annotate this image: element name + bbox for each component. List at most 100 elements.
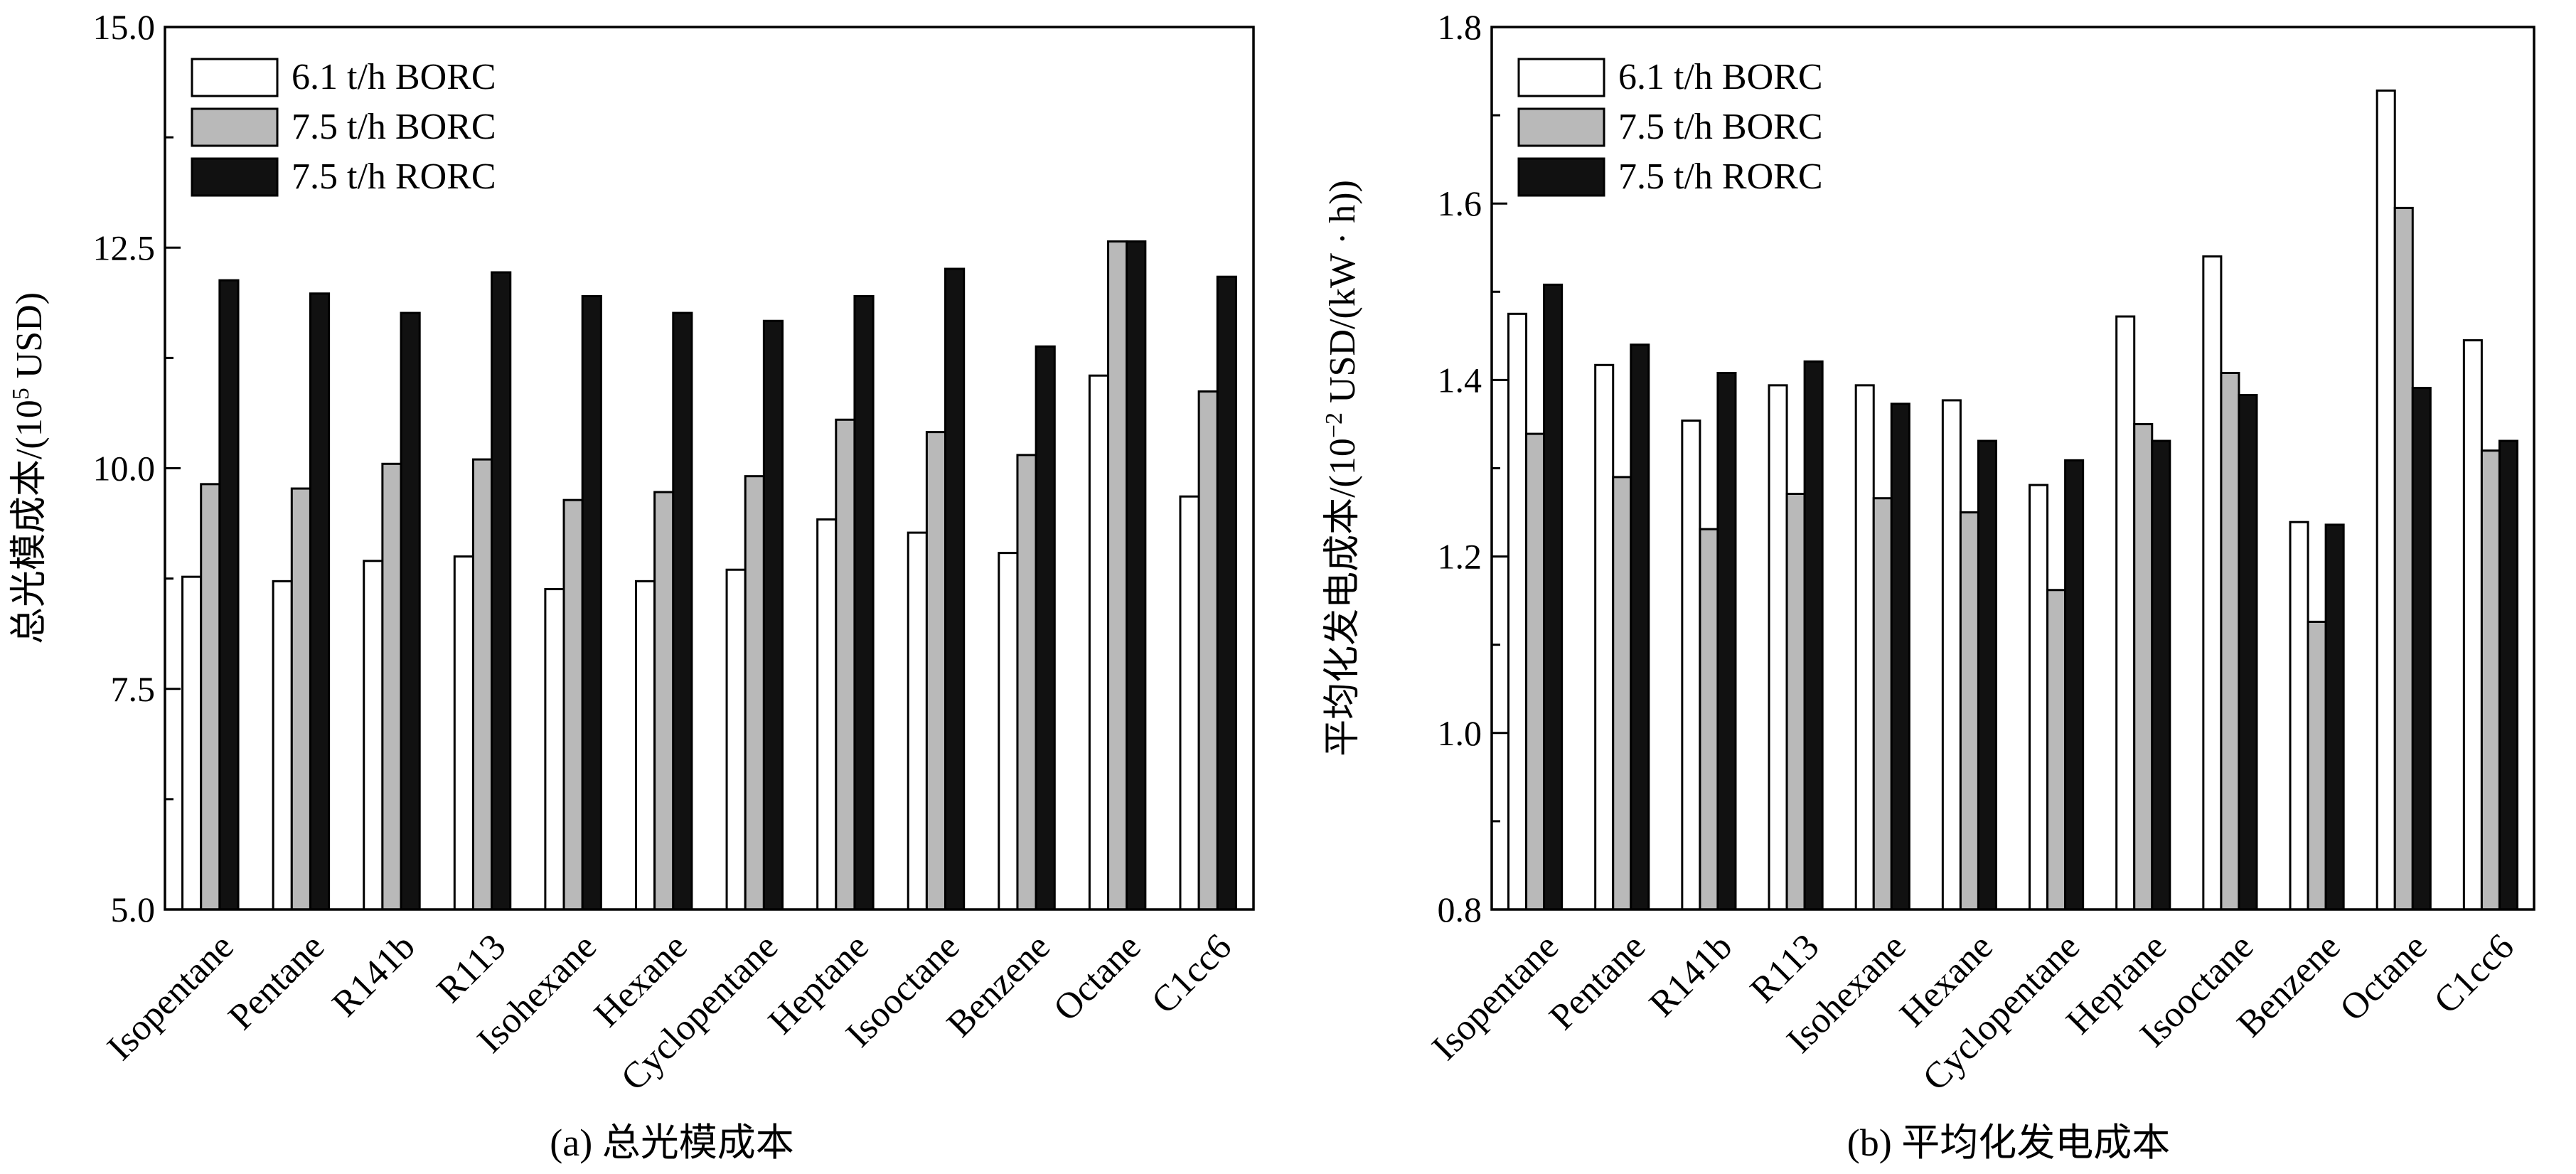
legend-swatch-2 — [191, 107, 279, 147]
x-category-label: Pentane — [1541, 927, 1653, 1038]
y-tick-label: 1.2 — [1438, 537, 1482, 577]
bar-pentane-series-3 — [1630, 343, 1650, 911]
bar-r113-series-2 — [1785, 492, 1806, 911]
bar-isooctane-series-1 — [2202, 255, 2223, 911]
bar-isooctane-series-2 — [925, 431, 947, 911]
y-tick-labels: 5.0 7.5 10.0 12.5 15.0 — [93, 7, 156, 929]
bar-benzene-series-2 — [2307, 620, 2327, 911]
bar-heptane-series-2 — [2133, 422, 2154, 911]
bars-group — [181, 240, 1237, 911]
bar-r141b-series-2 — [1699, 528, 1719, 911]
bar-cyclopentane-series-1 — [725, 568, 747, 911]
y-ticks — [165, 26, 181, 911]
bar-r113-series-2 — [471, 458, 493, 911]
y-axis-label: 平均化发电成本/(10−2 USD/(kW · h)) — [1321, 180, 1364, 757]
y-tick-label: 1.0 — [1438, 713, 1482, 753]
bar-octane-series-1 — [1088, 374, 1110, 911]
legend-label-1: 6.1 t/h BORC — [292, 57, 496, 97]
bar-hexane-series-1 — [1941, 399, 1962, 911]
legend-label-2: 7.5 t/h BORC — [292, 107, 496, 147]
y-ticks — [1492, 26, 1507, 911]
bar-r113-series-1 — [453, 555, 474, 911]
bar-r141b-series-3 — [400, 311, 421, 911]
bar-heptane-series-1 — [2115, 315, 2136, 911]
bar-hexane-series-2 — [1959, 511, 1979, 911]
x-category-label: R113 — [429, 927, 514, 1011]
bar-isohexane-series-3 — [1890, 402, 1910, 911]
bar-cyclopentane-series-2 — [744, 475, 765, 911]
x-category-label: Isopentane — [1424, 927, 1566, 1069]
bar-isooctane-series-3 — [944, 267, 966, 911]
bar-octane-series-2 — [1107, 240, 1128, 911]
bar-benzene-series-3 — [2324, 523, 2345, 911]
y-tick-label: 0.8 — [1438, 890, 1482, 929]
bar-pentane-series-2 — [1612, 476, 1632, 911]
bar-c1cc6-series-2 — [1197, 390, 1219, 911]
bar-r113-series-3 — [1803, 360, 1824, 911]
legend-swatch-3 — [191, 157, 279, 197]
bar-hexane-series-3 — [672, 311, 693, 911]
bar-isooctane-series-3 — [2238, 393, 2258, 911]
bar-cyclopentane-series-2 — [2046, 589, 2067, 911]
bar-octane-series-2 — [2393, 206, 2414, 911]
y-axis-label: 总光模成本/(105 USD) — [8, 292, 50, 644]
y-tick-label: 1.6 — [1438, 183, 1482, 223]
legend-swatch-1 — [1517, 58, 1605, 97]
legend-label-2: 7.5 t/h BORC — [1618, 107, 1823, 147]
bar-cyclopentane-series-3 — [762, 319, 784, 911]
bar-isohexane-series-2 — [1872, 497, 1893, 911]
bar-cyclopentane-series-1 — [2029, 484, 2049, 911]
x-category-label: Isopentane — [100, 927, 242, 1069]
bar-r141b-series-1 — [1681, 419, 1701, 911]
bar-octane-series-3 — [2411, 387, 2432, 911]
bars-group — [1507, 89, 2518, 911]
bar-pentane-series-3 — [309, 292, 331, 911]
bar-benzene-series-1 — [2289, 521, 2309, 911]
y-tick-label: 5.0 — [111, 890, 156, 929]
bar-isooctane-series-2 — [2220, 371, 2240, 911]
bar-pentane-series-1 — [272, 580, 293, 911]
legend-label-1: 6.1 t/h BORC — [1618, 57, 1823, 97]
bar-isopentane-series-1 — [181, 575, 203, 911]
y-tick-label: 7.5 — [111, 669, 156, 709]
bar-octane-series-3 — [1126, 240, 1147, 911]
bar-heptane-series-1 — [816, 518, 838, 911]
y-tick-label: 12.5 — [93, 228, 156, 267]
y-tick-label: 10.0 — [93, 449, 156, 489]
x-category-label: C1cc6 — [2427, 927, 2522, 1022]
bar-c1cc6-series-2 — [2480, 449, 2501, 911]
panel-title: (b) 平均化发电成本 — [1847, 1121, 2170, 1164]
bar-hexane-series-2 — [653, 491, 675, 911]
y-tick-label: 1.8 — [1438, 7, 1482, 47]
panel-a: 5.0 7.5 10.0 12.5 15.0 IsopentanePentaneR141… — [8, 7, 1255, 1164]
bar-isohexane-series-1 — [544, 588, 565, 911]
bar-r141b-series-3 — [1716, 371, 1737, 911]
bar-c1cc6-series-3 — [2498, 439, 2518, 911]
bar-r113-series-3 — [491, 271, 512, 911]
bar-isooctane-series-1 — [907, 531, 928, 911]
legend-swatch-2 — [1517, 107, 1605, 147]
legend-label-3: 7.5 t/h RORC — [1618, 156, 1823, 197]
bar-heptane-series-3 — [2151, 439, 2171, 911]
bar-isopentane-series-3 — [218, 279, 240, 911]
bar-pentane-series-1 — [1594, 363, 1615, 911]
bar-hexane-series-3 — [1977, 439, 1997, 911]
y-tick-label: 1.4 — [1438, 360, 1482, 400]
bar-isohexane-series-2 — [562, 498, 584, 911]
x-category-label: Octane — [1046, 927, 1148, 1029]
bar-isopentane-series-2 — [200, 483, 221, 911]
bar-c1cc6-series-3 — [1216, 275, 1237, 911]
panel-title: (a) 总光模成本 — [550, 1121, 793, 1164]
bar-isohexane-series-3 — [581, 295, 602, 911]
bar-heptane-series-3 — [853, 295, 875, 911]
bar-benzene-series-2 — [1016, 454, 1037, 911]
bar-r113-series-1 — [1768, 384, 1788, 911]
bar-isohexane-series-1 — [1854, 384, 1875, 911]
y-tick-label: 15.0 — [93, 7, 156, 47]
legend-swatch-1 — [191, 58, 279, 97]
legend: 6.1 t/h BORC 7.5 t/h BORC 7.5 t/h RORC — [191, 57, 496, 197]
bar-benzene-series-3 — [1035, 345, 1056, 911]
